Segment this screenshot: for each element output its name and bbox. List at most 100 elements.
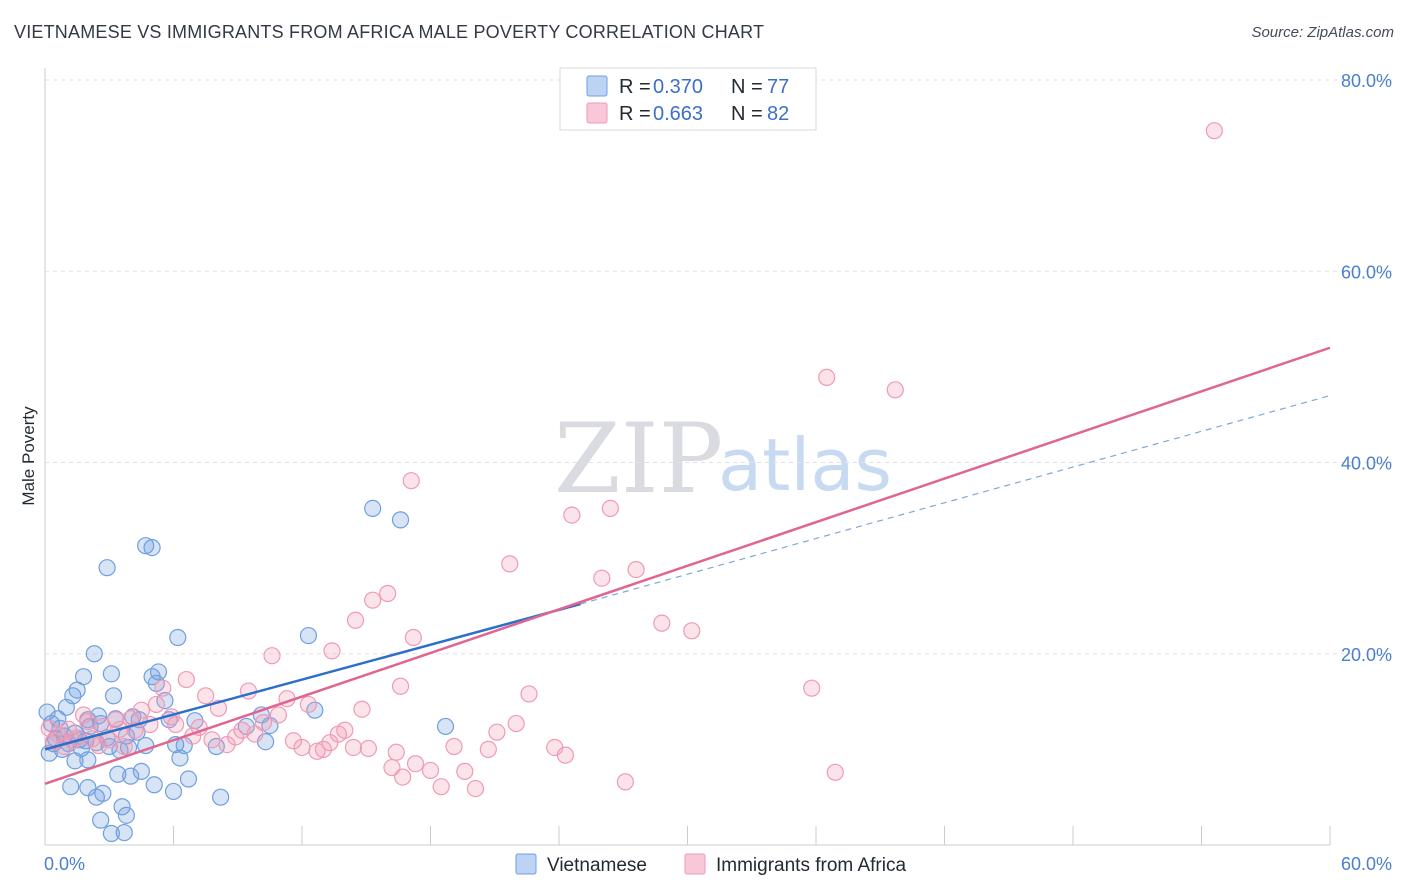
- africa-point: [197, 687, 215, 705]
- africa-point: [346, 611, 365, 629]
- africa-point: [556, 746, 575, 764]
- africa-point: [233, 721, 251, 739]
- africa-point: [520, 685, 538, 703]
- vietnamese-point: [102, 665, 120, 683]
- grid-lines: [45, 79, 1392, 655]
- legend-r-label-1: R =: [619, 76, 651, 98]
- vietnamese-point: [98, 559, 116, 577]
- africa-point: [254, 713, 273, 732]
- africa-point: [406, 755, 425, 773]
- vietnamese-point: [143, 539, 161, 557]
- bottom-swatch-vietnamese: [515, 853, 537, 875]
- axes: [44, 68, 1331, 846]
- watermark-zip: ZIP: [554, 403, 723, 515]
- legend-r-value-1: 0.370: [653, 76, 703, 98]
- source-credit: Source: ZipAtlas.com: [1251, 24, 1394, 41]
- africa-point: [391, 677, 410, 695]
- x-tick-label-1: 60.0%: [1341, 854, 1392, 874]
- africa-point: [284, 732, 303, 750]
- africa-point: [818, 368, 836, 386]
- vietnamese-point: [113, 798, 131, 816]
- stats-legend: R = 0.370 N = 77 R = 0.663 N = 82: [559, 67, 817, 131]
- legend-n-value-1: 77: [767, 76, 789, 98]
- africa-point: [314, 740, 333, 758]
- vietnamese-point: [156, 692, 174, 710]
- vietnamese-point: [49, 710, 67, 728]
- africa-point: [803, 679, 821, 697]
- y-tick-label-1: 40.0%: [1341, 454, 1392, 474]
- africa-point: [1205, 122, 1223, 140]
- africa-point: [107, 711, 125, 729]
- vietnamese-point: [79, 779, 97, 797]
- africa-point: [359, 739, 377, 758]
- africa-point: [154, 679, 172, 697]
- africa-point: [299, 695, 318, 714]
- vietnamese-point: [179, 770, 198, 788]
- vietnamese-trend-extension: [580, 394, 1331, 605]
- vietnamese-point: [117, 806, 135, 824]
- africa-point: [683, 622, 701, 640]
- africa-point: [616, 773, 634, 791]
- africa-point: [336, 721, 354, 739]
- vietnamese-point: [62, 778, 80, 796]
- africa-point: [479, 740, 497, 758]
- africa-point: [40, 719, 58, 737]
- vietnamese-point: [436, 717, 455, 736]
- legend-swatch-vietnamese: [586, 75, 608, 97]
- y-tick-label-3: 80.0%: [1341, 71, 1392, 91]
- vietnamese-point: [145, 776, 163, 794]
- africa-point: [653, 614, 671, 632]
- africa-point: [421, 761, 440, 780]
- vietnamese-point: [299, 626, 318, 645]
- chart-title: VIETNAMESE VS IMMIGRANTS FROM AFRICA MAL…: [14, 22, 765, 42]
- vietnamese-point: [102, 824, 120, 843]
- watermark-atlas: atlas: [718, 423, 892, 507]
- africa-point: [563, 506, 581, 524]
- vietnamese-point: [122, 767, 140, 785]
- africa-point: [488, 723, 506, 741]
- africa-point: [507, 714, 525, 733]
- africa-point: [601, 499, 620, 517]
- vietnamese-trend-line: [44, 602, 581, 751]
- vietnamese-point: [137, 537, 155, 555]
- y-tick-label-0: 20.0%: [1341, 645, 1392, 665]
- vietnamese-point: [212, 788, 230, 806]
- bottom-legend-vietnamese: Vietnamese: [547, 855, 647, 876]
- africa-point: [387, 743, 405, 761]
- vietnamese-point: [164, 782, 183, 801]
- tick-labels: 20.0% 40.0% 60.0% 80.0% 0.0% 60.0%: [44, 71, 1392, 874]
- vietnamese-point: [132, 762, 150, 780]
- africa-point: [627, 560, 645, 579]
- africa-point: [456, 762, 474, 780]
- africa-point: [89, 736, 108, 755]
- africa-point: [293, 738, 311, 757]
- bottom-swatch-africa: [684, 853, 706, 875]
- africa-point: [364, 591, 382, 609]
- africa-point: [501, 555, 519, 573]
- africa-point: [147, 695, 165, 714]
- legend-swatch-africa: [586, 102, 608, 124]
- africa-point: [353, 700, 371, 718]
- africa-point: [826, 763, 844, 781]
- africa-points: [40, 122, 1223, 798]
- africa-point: [404, 628, 422, 647]
- trend-lines: [44, 346, 1331, 785]
- africa-trend-line: [44, 346, 1331, 785]
- series-legend: Vietnamese Immigrants from Africa: [515, 853, 906, 876]
- africa-point: [466, 779, 485, 798]
- africa-point: [79, 713, 97, 731]
- africa-point: [269, 706, 288, 724]
- africa-point: [593, 569, 611, 587]
- vietnamese-point: [149, 663, 168, 681]
- legend-n-label-2: N =: [731, 103, 763, 125]
- vietnamese-point: [169, 628, 187, 647]
- africa-point: [402, 472, 420, 490]
- africa-point: [132, 701, 150, 719]
- vietnamese-point: [109, 765, 127, 783]
- africa-point: [203, 731, 221, 749]
- vietnamese-point: [94, 784, 112, 802]
- africa-point: [379, 584, 397, 603]
- africa-point: [445, 737, 463, 756]
- africa-point: [167, 715, 185, 734]
